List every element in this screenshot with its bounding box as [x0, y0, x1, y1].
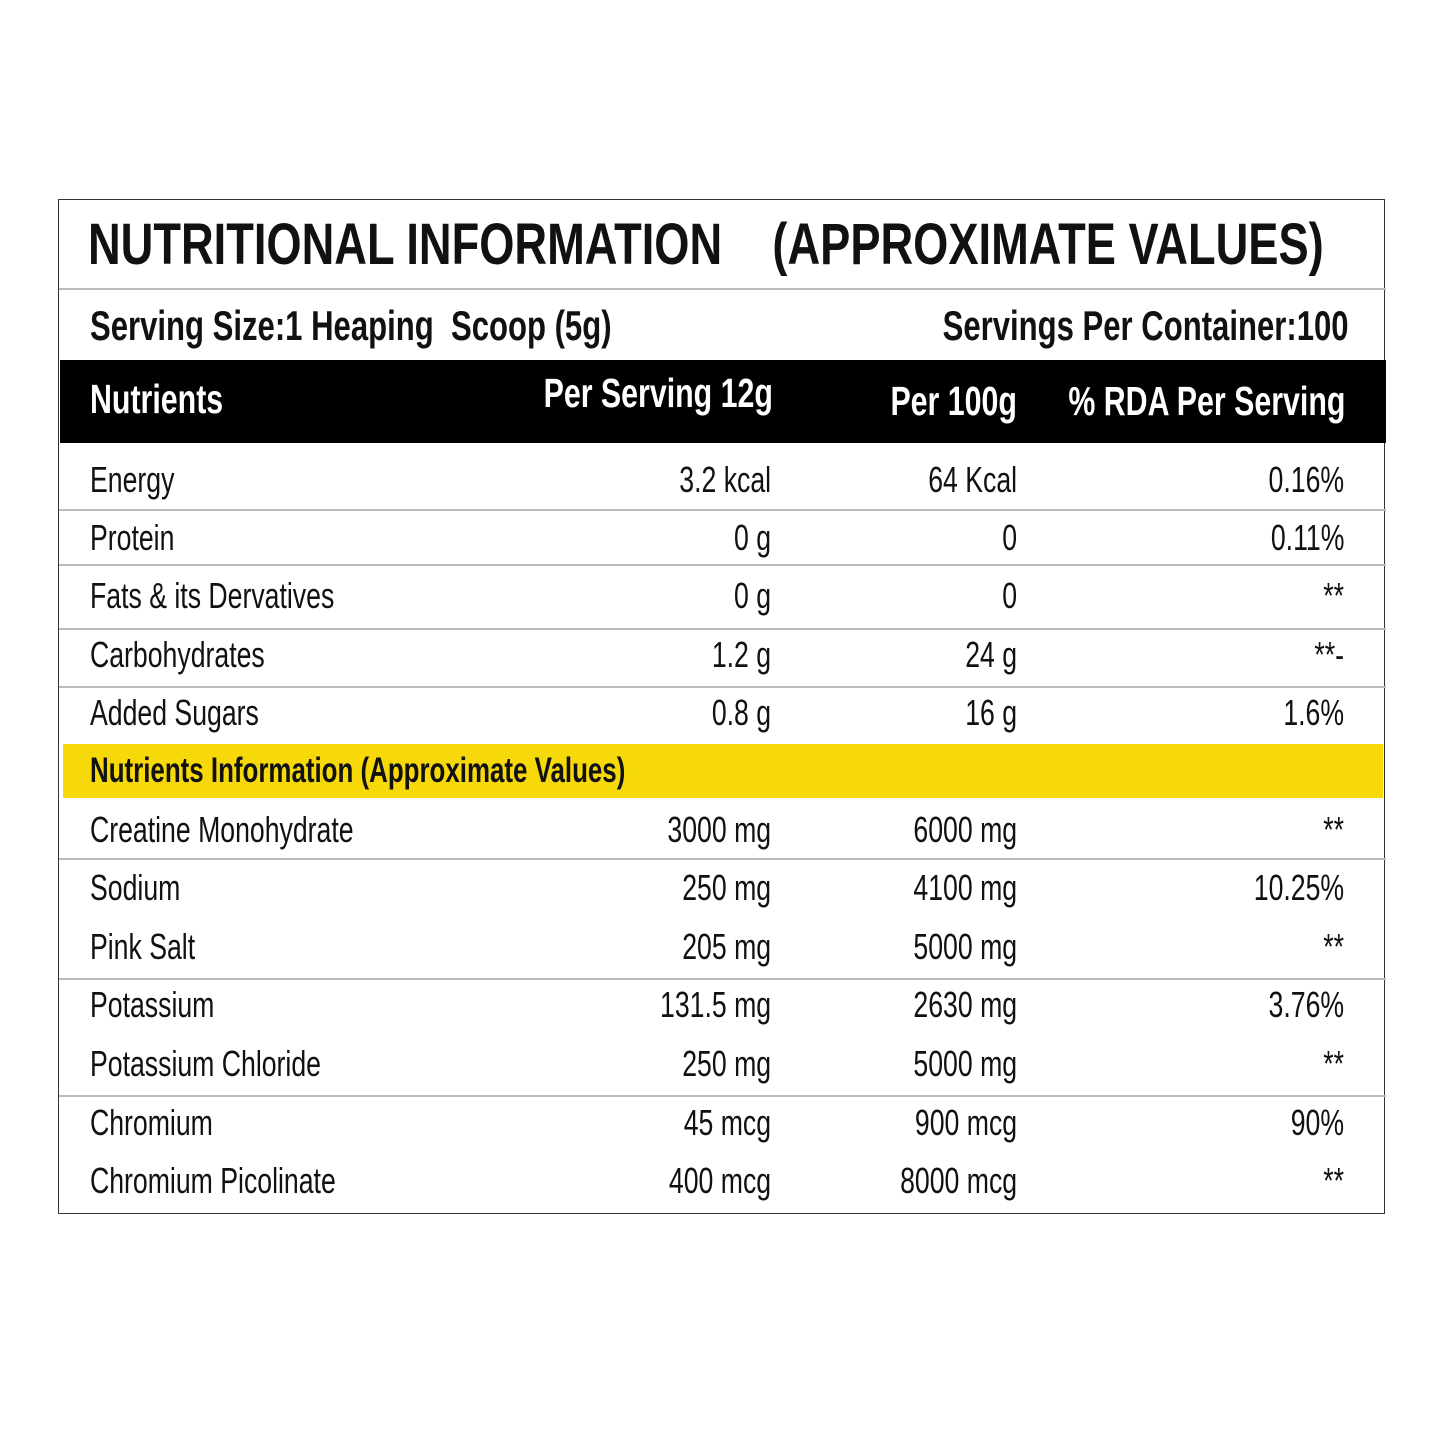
table-row: Creatine Monohydrate 3000 mg 6000 mg **: [0, 805, 1445, 855]
section-header-bar: [63, 744, 1383, 798]
nutrient-name: Pink Salt: [90, 926, 196, 967]
per-serving-value: 205 mg: [682, 926, 771, 967]
header-nutrients: Nutrients: [90, 376, 224, 422]
rda-value: 90%: [1290, 1102, 1344, 1143]
table-row: Carbohydrates 1.2 g 24 g **-: [0, 630, 1445, 680]
per-100g-value: 8000 mcg: [899, 1160, 1017, 1201]
table-row: Chromium Picolinate 400 mcg 8000 mcg **: [0, 1156, 1445, 1206]
per-100g-value: 16 g: [965, 692, 1017, 733]
nutrient-name: Sodium: [90, 867, 181, 908]
header-rda: % RDA Per Serving: [1067, 378, 1345, 424]
nutrition-label: [58, 199, 1385, 1214]
per-serving-value: 250 mg: [682, 1043, 771, 1084]
rda-value: **: [1323, 926, 1344, 967]
per-100g-value: 24 g: [965, 634, 1017, 675]
per-100g-value: 0: [1002, 575, 1017, 616]
per-100g-value: 0: [1002, 517, 1017, 558]
header-per-serving: Per Serving 12g: [543, 370, 773, 416]
table-row: Pink Salt 205 mg 5000 mg **: [0, 922, 1445, 972]
per-100g-value: 6000 mg: [913, 809, 1017, 850]
rda-value: **: [1323, 1043, 1344, 1084]
per-100g-value: 5000 mg: [913, 926, 1017, 967]
table-row: Added Sugars 0.8 g 16 g 1.6%: [0, 688, 1445, 738]
servings-per-container: Servings Per Container:100: [943, 302, 1349, 349]
table-row: Potassium Chloride 250 mg 5000 mg **: [0, 1039, 1445, 1089]
nutrient-name: Chromium: [90, 1102, 213, 1143]
rda-value: **: [1323, 575, 1344, 616]
nutrient-name: Fats & its Dervatives: [90, 575, 335, 616]
per-100g-value: 4100 mg: [913, 867, 1017, 908]
rda-value: 0.16%: [1268, 459, 1344, 500]
per-100g-value: 5000 mg: [913, 1043, 1017, 1084]
rda-value: 0.11%: [1270, 517, 1344, 558]
nutrient-name: Creatine Monohydrate: [90, 809, 354, 850]
per-serving-value: 131.5 mg: [659, 984, 771, 1025]
per-100g-value: 900 mcg: [914, 1102, 1017, 1143]
table-row: Sodium 250 mg 4100 mg 10.25%: [0, 863, 1445, 913]
per-serving-value: 3.2 kcal: [679, 459, 771, 500]
nutrient-name: Energy: [90, 459, 175, 500]
table-row: Potassium 131.5 mg 2630 mg 3.76%: [0, 980, 1445, 1030]
per-serving-value: 3000 mg: [667, 809, 771, 850]
per-serving-value: 1.2 g: [711, 634, 771, 675]
nutrient-name: Carbohydrates: [90, 634, 265, 675]
rda-value: **: [1323, 1160, 1344, 1201]
table-row: Fats & its Dervatives 0 g 0 **: [0, 571, 1445, 621]
table-row: Protein 0 g 0 0.11%: [0, 513, 1445, 563]
nutrient-name: Protein: [90, 517, 175, 558]
section-title: Nutrients Information (Approximate Value…: [90, 751, 626, 790]
label-title: NUTRITIONAL INFORMATION (APPROXIMATE VAL…: [88, 212, 1324, 277]
header-per-100g: Per 100g: [890, 378, 1017, 424]
per-serving-value: 400 mcg: [668, 1160, 771, 1201]
rda-value: 1.6%: [1283, 692, 1344, 733]
table-row: Energy 3.2 kcal 64 Kcal 0.16%: [0, 455, 1445, 505]
per-100g-value: 64 Kcal: [928, 459, 1017, 500]
per-serving-value: 0 g: [733, 517, 771, 558]
table-header: [60, 360, 1386, 443]
per-serving-value: 0 g: [733, 575, 771, 616]
per-serving-value: 250 mg: [682, 867, 771, 908]
per-serving-value: 0.8 g: [711, 692, 771, 733]
nutrient-name: Potassium Chloride: [90, 1043, 321, 1084]
rda-value: **-: [1314, 634, 1344, 675]
rda-value: 3.76%: [1268, 984, 1344, 1025]
nutrient-name: Potassium: [90, 984, 215, 1025]
per-100g-value: 2630 mg: [913, 984, 1017, 1025]
nutrient-name: Added Sugars: [90, 692, 259, 733]
nutrient-name: Chromium Picolinate: [90, 1160, 336, 1201]
table-row: Chromium 45 mcg 900 mcg 90%: [0, 1098, 1445, 1148]
per-serving-value: 45 mcg: [683, 1102, 771, 1143]
rda-value: 10.25%: [1253, 867, 1344, 908]
serving-size: Serving Size:1 Heaping Scoop (5g): [90, 302, 612, 349]
rda-value: **: [1323, 809, 1344, 850]
